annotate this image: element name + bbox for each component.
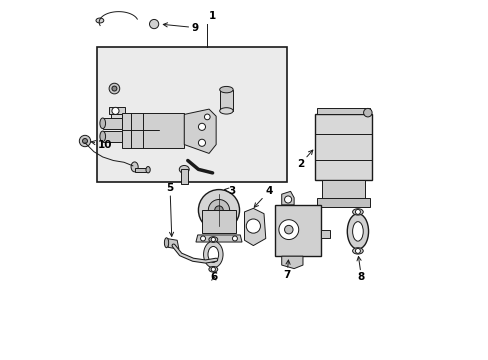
Ellipse shape [96,18,103,23]
Circle shape [198,190,239,231]
Circle shape [79,135,90,147]
Polygon shape [281,192,293,205]
Bar [322,180,364,199]
Ellipse shape [207,247,218,262]
Circle shape [232,236,237,241]
Ellipse shape [131,162,138,172]
Ellipse shape [352,209,363,215]
Ellipse shape [219,86,233,93]
Polygon shape [109,107,125,114]
Circle shape [284,225,292,234]
Ellipse shape [208,237,217,242]
Ellipse shape [208,266,217,272]
Circle shape [355,248,360,253]
Ellipse shape [219,108,233,114]
Ellipse shape [145,167,150,173]
Polygon shape [244,208,265,246]
Text: 9: 9 [163,23,198,33]
Ellipse shape [164,238,168,248]
Ellipse shape [100,131,105,142]
Circle shape [112,86,117,91]
Polygon shape [196,235,242,242]
Bar [315,114,371,180]
Circle shape [112,107,119,114]
Bar [202,210,236,233]
Ellipse shape [100,118,105,129]
Text: 1: 1 [209,10,216,21]
Text: 7: 7 [283,260,290,280]
Bar [97,47,286,182]
Bar [274,205,320,256]
Circle shape [149,19,159,29]
Circle shape [355,210,360,215]
Bar [102,118,122,129]
Circle shape [214,206,223,215]
Polygon shape [281,256,303,269]
Circle shape [200,236,205,241]
Bar [111,114,121,125]
Circle shape [198,123,205,130]
Circle shape [278,220,298,239]
Circle shape [211,267,215,271]
Bar [181,169,187,184]
Circle shape [211,238,215,242]
Text: 8: 8 [356,256,365,283]
Text: 5: 5 [166,183,173,237]
Bar [122,113,184,148]
Text: 3: 3 [224,186,235,195]
Text: 10: 10 [91,140,112,149]
Bar [134,168,148,172]
Text: 2: 2 [296,150,312,169]
Bar [320,230,329,238]
Bar [317,198,369,207]
Polygon shape [184,109,216,153]
Circle shape [109,83,120,94]
Circle shape [284,196,291,203]
Circle shape [363,108,371,117]
Bar [102,131,122,142]
Ellipse shape [203,241,223,268]
Ellipse shape [352,248,363,254]
Ellipse shape [346,214,368,249]
Text: 6: 6 [210,273,217,283]
Circle shape [204,114,210,120]
Bar [219,90,233,111]
Text: 4: 4 [254,186,272,207]
Ellipse shape [179,166,189,173]
Bar [317,108,369,114]
Circle shape [82,139,87,144]
Circle shape [198,139,205,146]
Circle shape [208,199,229,221]
Circle shape [246,219,260,233]
Polygon shape [166,238,179,249]
Ellipse shape [352,222,363,241]
